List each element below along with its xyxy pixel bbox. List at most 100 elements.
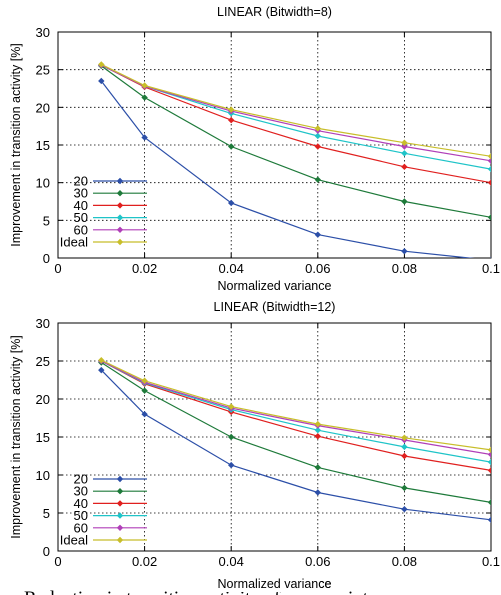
series-line-ideal: [101, 359, 491, 451]
legend-label-60: 60: [74, 520, 88, 535]
series-line-20: [100, 369, 491, 521]
data-point-60: [487, 157, 491, 165]
series-line-60: [101, 64, 491, 162]
y-tick-label: 30: [36, 25, 50, 40]
chart-title: LINEAR (Bitwidth=8): [217, 5, 332, 19]
y-tick-label: 15: [36, 430, 50, 445]
data-point-50: [314, 426, 321, 434]
data-point-30: [141, 94, 148, 101]
legend-marker-30: [116, 488, 124, 495]
legend-label-50: 50: [74, 210, 88, 225]
data-point-30: [228, 433, 235, 441]
legend-marker-ideal: [116, 238, 124, 246]
legend-marker-60: [116, 226, 124, 233]
data-point-30: [401, 198, 408, 205]
x-tick-label: 0: [54, 554, 61, 569]
x-axis-label-overlay: Normalized variance: [218, 577, 332, 591]
x-tick-label: 0.04: [219, 554, 244, 569]
series-group: [98, 61, 491, 258]
x-tick-label: 0.06: [305, 261, 330, 276]
y-tick-label: 10: [36, 468, 50, 483]
x-tick-label: 0.06: [305, 554, 330, 569]
data-point-20: [490, 257, 491, 258]
y-tick-label: 20: [36, 392, 50, 407]
legend-marker-ideal: [116, 536, 124, 544]
legend-label-20: 20: [74, 472, 88, 487]
legend-marker-40: [116, 202, 124, 209]
data-point-50: [314, 132, 321, 140]
legend-marker-50: [116, 214, 124, 221]
x-tick-label: 0.04: [219, 261, 244, 276]
data-point-20: [98, 77, 105, 85]
data-point-30: [141, 387, 148, 394]
data-point-20: [141, 134, 148, 141]
legend-label-50: 50: [74, 508, 88, 523]
data-point-30: [487, 499, 491, 506]
x-tick-label: 0.02: [132, 554, 157, 569]
legend-label-40: 40: [74, 496, 88, 511]
series-line-40: [101, 360, 491, 471]
x-axis-label: Normalized variance: [218, 279, 332, 293]
legend-marker-20: [116, 177, 124, 185]
x-tick-label: 0.08: [392, 554, 417, 569]
data-point-ideal: [141, 82, 148, 89]
legend-marker-40: [116, 500, 124, 507]
legend-label-ideal: Ideal: [60, 235, 88, 250]
data-point-60: [487, 451, 491, 458]
y-tick-label: 25: [36, 63, 50, 78]
x-tick-label: 0.1: [482, 554, 500, 569]
legend-marker-30: [116, 190, 124, 197]
legend-marker-20: [116, 475, 124, 483]
data-point-50: [401, 150, 408, 157]
series-group: [98, 357, 491, 524]
data-point-ideal: [98, 357, 105, 364]
data-point-ideal: [98, 61, 105, 68]
data-point-ideal: [401, 434, 408, 441]
series-line-30: [100, 65, 491, 218]
series-line-50: [101, 64, 491, 170]
y-tick-label: 5: [43, 506, 50, 521]
data-point-20: [401, 506, 408, 513]
legend-label-40: 40: [74, 198, 88, 213]
series-line-50: [101, 360, 491, 463]
chart-1: 0 0.02 0.04 0.06 0.08 0.1 0 5 10 15 20 25 30 LINEAR (…: [9, 5, 500, 293]
data-point-50: [487, 165, 491, 173]
data-point-60: [401, 143, 408, 150]
data-point-40: [487, 467, 491, 474]
data-point-30: [228, 143, 235, 150]
x-tick-label: 0.02: [132, 261, 157, 276]
legend-label-30: 30: [74, 186, 88, 201]
data-point-30: [314, 176, 321, 183]
x-tick-label: 0.08: [392, 261, 417, 276]
x-tick-label: 0: [54, 261, 61, 276]
data-point-20: [314, 489, 321, 496]
data-point-20: [487, 516, 491, 524]
data-point-20: [401, 248, 408, 255]
series-line-ideal: [101, 63, 491, 157]
data-point-20: [141, 411, 148, 418]
data-point-50: [487, 458, 491, 466]
y-tick-label: 0: [43, 251, 50, 266]
y-tick-label: 0: [43, 544, 50, 559]
data-point-ideal: [314, 420, 321, 428]
data-point-ideal: [487, 153, 491, 160]
data-point-40: [401, 452, 408, 460]
data-point-ideal: [228, 403, 235, 410]
xlabel-backdrop: [190, 577, 320, 592]
data-point-20: [228, 199, 235, 207]
legend-marker-60: [116, 524, 124, 531]
series-line-20: [100, 80, 475, 258]
data-point-30: [487, 214, 491, 221]
data-point-40: [487, 179, 491, 186]
data-point-ideal: [401, 139, 408, 146]
data-point-40: [314, 433, 321, 440]
data-point-40: [314, 143, 321, 150]
data-point-ideal: [228, 106, 235, 113]
data-point-20: [98, 366, 105, 374]
data-point-40: [228, 116, 235, 124]
data-point-50: [401, 443, 408, 451]
y-tick-label: 25: [36, 354, 50, 369]
